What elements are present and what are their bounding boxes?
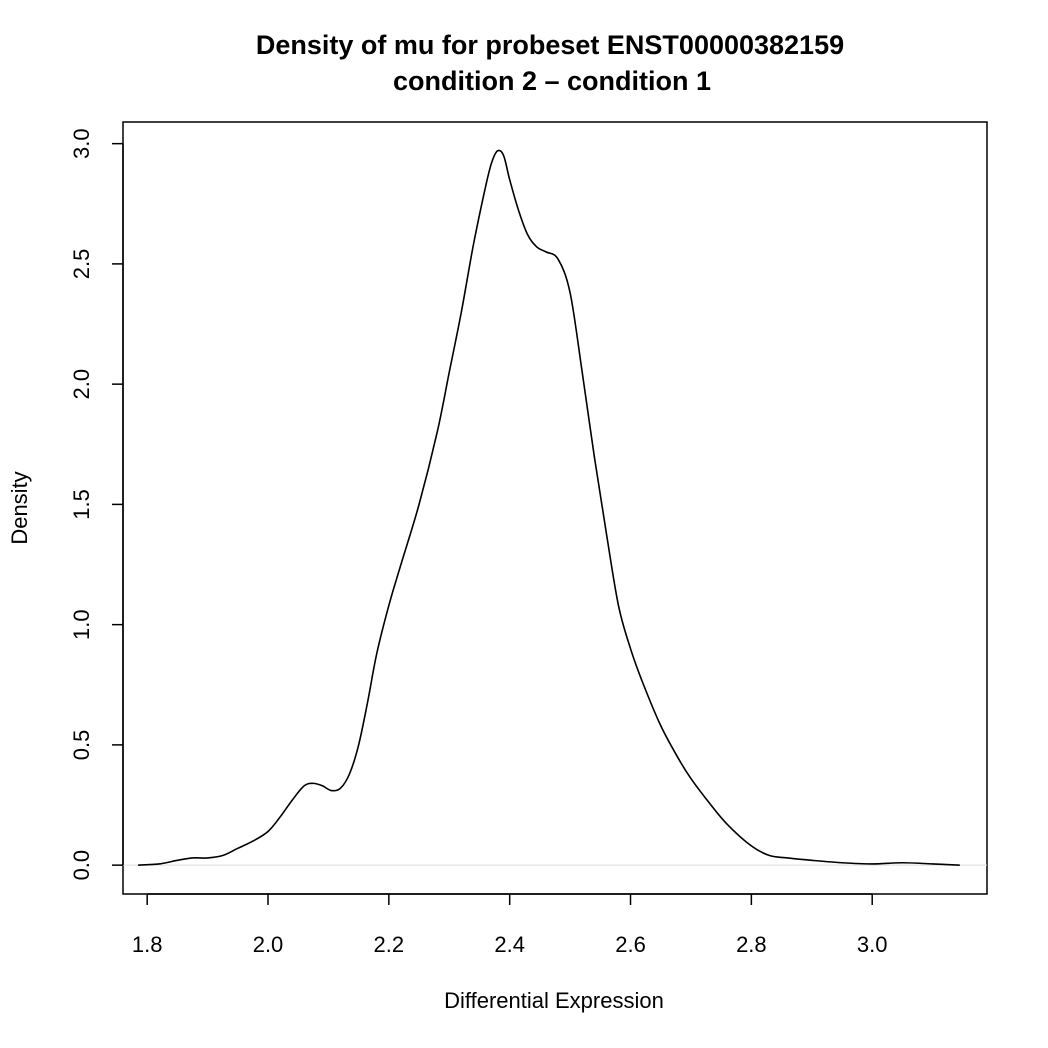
x-tick-label: 1.8: [132, 932, 163, 957]
y-tick-label: 1.5: [69, 489, 94, 520]
x-axis-label: Differential Expression: [444, 988, 664, 1013]
x-tick-label: 2.0: [253, 932, 284, 957]
x-tick-label: 2.4: [494, 932, 525, 957]
chart-title-line-1: Density of mu for probeset ENST000003821…: [256, 30, 844, 60]
density-curve: [138, 149, 960, 866]
plot-frame: [122, 121, 988, 895]
chart-title-line-2: condition 2 – condition 1: [393, 66, 711, 96]
y-tick-label: 2.5: [69, 249, 94, 280]
y-axis-label: Density: [7, 471, 32, 544]
series-layer: [138, 149, 960, 866]
y-axis: 0.0 0.5 1.0 1.5 2.0 2.5 3.0: [69, 128, 124, 881]
y-tick-label: 3.0: [69, 128, 94, 159]
x-tick-label: 2.8: [736, 932, 767, 957]
y-tick-label: 0.5: [69, 730, 94, 761]
x-tick-label: 3.0: [857, 932, 888, 957]
y-tick-label: 2.0: [69, 369, 94, 400]
x-tick-label: 2.6: [615, 932, 646, 957]
x-axis: 1.8 2.0 2.2 2.4 2.6 2.8 3.0: [132, 893, 888, 957]
y-tick-label: 1.0: [69, 609, 94, 640]
y-tick-label: 0.0: [69, 850, 94, 881]
x-tick-label: 2.2: [374, 932, 405, 957]
